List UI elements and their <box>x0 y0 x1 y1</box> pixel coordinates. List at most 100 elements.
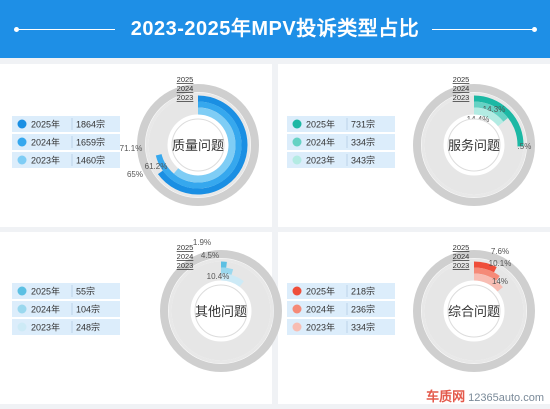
comprehensive-legend-row-1 <box>287 301 395 317</box>
quality-legend-swatch-1 <box>17 137 27 147</box>
service-legend-swatch-0 <box>292 119 302 129</box>
header-dot-left <box>14 27 19 32</box>
other-ring-label-1: 2024 <box>177 252 194 261</box>
service-legend-count-0: 731宗 <box>351 119 375 130</box>
quality-ring-label-2: 2023 <box>177 93 194 102</box>
service-outer-ring <box>413 84 535 206</box>
quality-legend-count-1: 1659宗 <box>76 137 105 148</box>
service-legend-row-1 <box>287 134 395 150</box>
quality-ring-label-0: 2025 <box>177 75 194 84</box>
service-arc-1 <box>473 101 509 123</box>
service-legend-count-1: 334宗 <box>351 137 375 148</box>
header-line-left <box>19 29 115 30</box>
service-percent-label-0: 25.5% <box>509 142 532 151</box>
comprehensive-legend-swatch-0 <box>292 286 302 296</box>
comprehensive-percent-label-2: 14% <box>492 277 508 286</box>
quality-outer-ring <box>137 84 259 206</box>
quality-center-title: 质量问题 <box>172 138 224 153</box>
quality-arc-2 <box>173 107 236 183</box>
quality-legend-year-0: 2025年 <box>31 119 60 130</box>
service-center <box>447 118 501 172</box>
quality-legend-row-2 <box>12 152 120 168</box>
service-legend-count-2: 343宗 <box>351 155 375 166</box>
comprehensive-arc-1 <box>473 267 500 282</box>
service-ring-label-1: 2024 <box>453 84 470 93</box>
other-legend-year-0: 2025年 <box>31 286 60 297</box>
comprehensive-legend-year-2: 2023年 <box>306 322 335 333</box>
other-ring-label-2: 2023 <box>177 261 194 270</box>
service-legend-swatch-2 <box>292 155 302 165</box>
other-legend-swatch-2 <box>17 322 27 332</box>
other-legend-count-1: 104宗 <box>76 304 100 315</box>
other-legend-row-2 <box>12 319 120 335</box>
quality-legend-year-2: 2023年 <box>31 155 60 166</box>
other-legend-year-1: 2024年 <box>31 304 60 315</box>
quality-outer-thin-ring <box>145 92 251 198</box>
quality-legend-swatch-0 <box>17 119 27 129</box>
quality-arc-0 <box>157 95 248 195</box>
other-outer-thin-ring <box>168 258 274 364</box>
comprehensive-legend-count-1: 236宗 <box>351 304 375 315</box>
other-legend-row-1 <box>12 301 120 317</box>
service-legend-year-1: 2024年 <box>306 137 335 148</box>
other-outer-ring <box>160 250 282 372</box>
service-legend-year-2: 2023年 <box>306 155 335 166</box>
other-legend-count-0: 55宗 <box>76 286 95 297</box>
header-line-right <box>432 29 532 30</box>
other-center <box>194 284 248 338</box>
service-outer-thin-ring <box>421 92 527 198</box>
service-center-title: 服务问题 <box>448 138 500 153</box>
other-legend-count-2: 248宗 <box>76 322 100 333</box>
other-percent-label-1: 4.5% <box>201 251 219 260</box>
page-title: 2023-2025年MPV投诉类型占比 <box>130 18 420 40</box>
comprehensive-legend-year-0: 2025年 <box>306 286 335 297</box>
service-ring-label-2: 2023 <box>453 93 470 102</box>
comprehensive-percent-label-1: 10.1% <box>489 259 512 268</box>
quality-legend-row-0 <box>12 116 120 132</box>
quality-percent-label-0: 65% <box>127 170 143 179</box>
other-legend-row-0 <box>12 283 120 299</box>
header-dot-right <box>532 27 537 32</box>
comprehensive-outer-ring <box>413 250 535 372</box>
other-arc-2 <box>220 273 244 287</box>
logo-site: 12365auto.com <box>468 392 544 404</box>
quality-arc-1 <box>155 101 242 189</box>
service-arc-2 <box>473 107 504 127</box>
comprehensive-center <box>447 284 501 338</box>
quality-percent-label-1: 71.1% <box>120 144 143 153</box>
service-legend-swatch-1 <box>292 137 302 147</box>
other-legend-swatch-0 <box>17 286 27 296</box>
comprehensive-legend-swatch-1 <box>292 304 302 314</box>
quality-center <box>171 118 225 172</box>
comprehensive-legend-row-0 <box>287 283 395 299</box>
comprehensive-percent-label-0: 7.6% <box>491 247 509 256</box>
service-ring-label-0: 2025 <box>453 75 470 84</box>
comprehensive-outer-thin-ring <box>421 258 527 364</box>
comprehensive-ring-label-1: 2024 <box>453 252 470 261</box>
comprehensive-arc-0 <box>473 261 497 274</box>
other-legend-year-2: 2023年 <box>31 322 60 333</box>
quality-legend-count-2: 1460宗 <box>76 155 105 166</box>
other-ring-label-0: 2025 <box>177 243 194 252</box>
quality-legend-row-1 <box>12 134 120 150</box>
other-center-title: 其他问题 <box>195 304 247 319</box>
service-percent-label-1: 14.3% <box>483 105 506 114</box>
comprehensive-legend-count-0: 218宗 <box>351 286 375 297</box>
comprehensive-legend-count-2: 334宗 <box>351 322 375 333</box>
other-percent-label-2: 10.4% <box>207 272 230 281</box>
service-legend-row-2 <box>287 152 395 168</box>
quality-legend-swatch-2 <box>17 155 27 165</box>
quality-percent-label-2: 61.2% <box>145 162 168 171</box>
service-legend-row-0 <box>287 116 395 132</box>
quality-ring-label-1: 2024 <box>177 84 194 93</box>
other-percent-label-0: 1.9% <box>193 238 211 247</box>
comprehensive-legend-row-2 <box>287 319 395 335</box>
other-arc-1 <box>220 267 234 276</box>
quality-legend-count-0: 1864宗 <box>76 119 105 130</box>
comprehensive-ring-label-2: 2023 <box>453 261 470 270</box>
comprehensive-legend-swatch-2 <box>292 322 302 332</box>
